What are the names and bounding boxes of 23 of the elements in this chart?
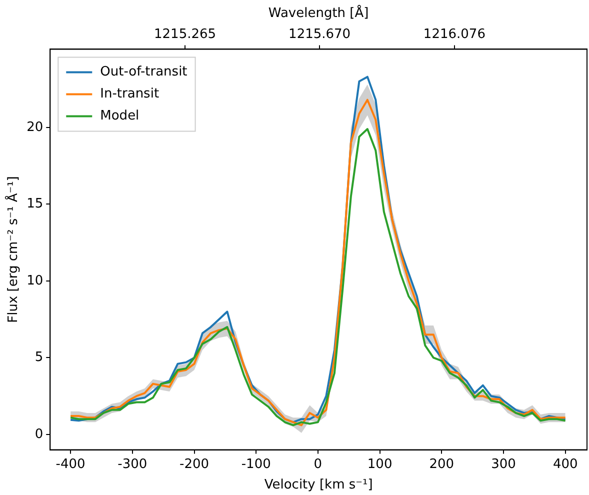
y-tick-label: 15	[26, 196, 44, 212]
y-tick-label: 0	[34, 426, 44, 442]
x-tick-label: 0	[314, 456, 322, 472]
x-axis-title: Velocity [km s⁻¹]	[264, 478, 373, 493]
x2-tick-label: 1215.265	[154, 26, 216, 42]
x-tick-label: -400	[56, 456, 86, 472]
x-tick-label: 300	[491, 456, 516, 472]
x-tick-label: -200	[179, 456, 210, 472]
y-tick-label: 10	[26, 273, 44, 288]
y-axis-title: Flux [erg cm⁻² s⁻¹ Å⁻¹]	[4, 176, 22, 323]
x2-tick-label: 1216.076	[423, 26, 486, 42]
y-tick-label: 20	[26, 120, 44, 135]
x-tick-label: -100	[241, 456, 271, 472]
x-tick-label: 400	[552, 456, 578, 472]
legend-label: Out-of-transit	[100, 64, 188, 80]
legend-label: In-transit	[100, 86, 160, 102]
x2-tick-label: 1215.670	[288, 26, 351, 42]
legend-label: Model	[100, 108, 140, 124]
x-tick-label: 100	[367, 456, 392, 472]
x2-axis-title: Wavelength [Å]	[268, 4, 369, 22]
x-tick-label: 200	[429, 456, 454, 472]
y-tick-label: 5	[34, 350, 44, 366]
x-tick-label: -300	[118, 456, 148, 472]
